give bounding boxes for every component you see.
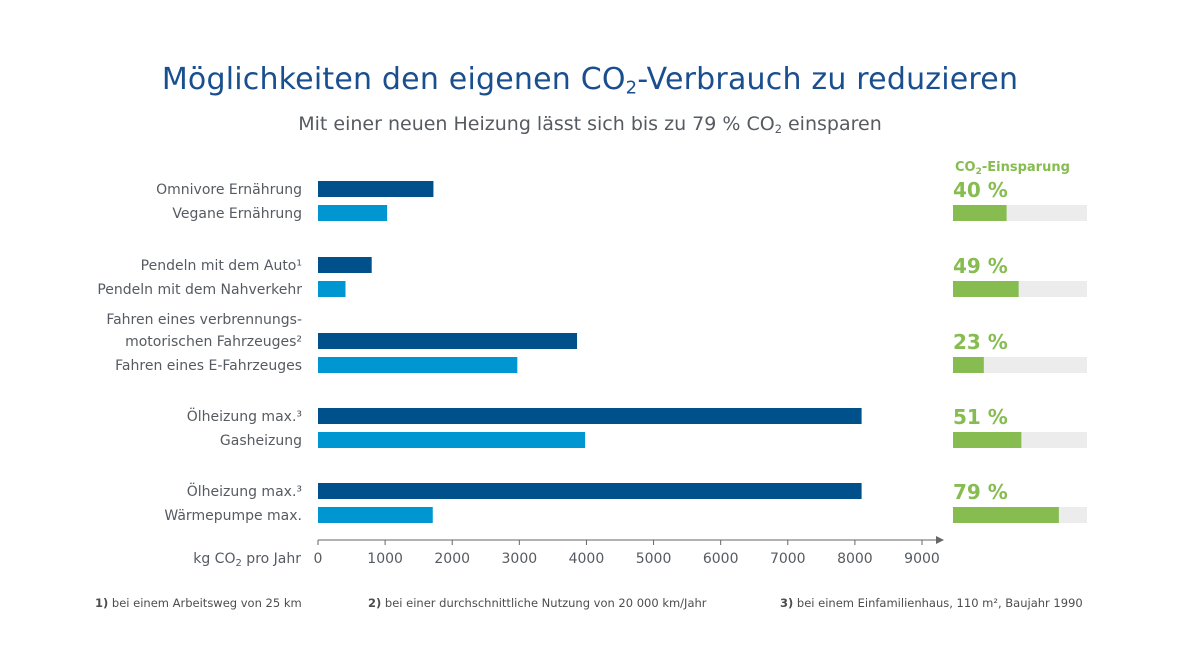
x-tick-label-2: 2000 bbox=[434, 551, 470, 567]
bar-label-3-1-line-2: motorischen Fahrzeuges² bbox=[125, 334, 302, 350]
savings-header-subscript: 2 bbox=[976, 167, 982, 177]
bar-3-1 bbox=[318, 333, 578, 349]
bar-label-4-1: Ölheizung max.³ bbox=[187, 407, 302, 425]
subtitle-text-start: Mit einer neuen Heizung lässt sich bis z… bbox=[298, 113, 775, 135]
bar-label-1-1: Omnivore Ernährung bbox=[156, 182, 302, 198]
footnote-1-number: 1) bbox=[95, 596, 109, 610]
emissions-bar-chart: Omnivore Ernährung Vegane Ernährung Pendel… bbox=[97, 160, 1087, 569]
saving-bar-3 bbox=[953, 357, 984, 373]
bar-label-5-2: Wärmepumpe max. bbox=[164, 508, 302, 524]
x-axis-label-subscript: 2 bbox=[235, 558, 241, 569]
title-text-end: -Verbrauch zu reduzieren bbox=[637, 62, 1019, 97]
subtitle-text-end: einsparen bbox=[781, 113, 882, 135]
bar-2-2 bbox=[318, 281, 346, 297]
page-title: Möglichkeiten den eigenen CO2-Verbrauch … bbox=[0, 62, 1180, 99]
saving-bar-4 bbox=[953, 432, 1022, 448]
page-subtitle: Mit einer neuen Heizung lässt sich bis z… bbox=[0, 113, 1180, 136]
subtitle-subscript: 2 bbox=[774, 121, 782, 136]
bar-label-5-1: Ölheizung max.³ bbox=[187, 482, 302, 500]
x-axis-arrow bbox=[936, 536, 944, 544]
savings-header-start: CO bbox=[955, 160, 976, 175]
bar-label-2-1: Pendeln mit dem Auto¹ bbox=[141, 258, 302, 274]
savings-header: CO2-Einsparung bbox=[955, 160, 1070, 177]
saving-bar-1 bbox=[953, 205, 1007, 221]
bar-label-1-2: Vegane Ernährung bbox=[172, 206, 302, 222]
bar-1-1 bbox=[318, 181, 434, 197]
savings-header-end: -Einsparung bbox=[982, 160, 1070, 175]
bar-4-2 bbox=[318, 432, 586, 448]
footnote-1-text: bei einem Arbeitsweg von 25 km bbox=[108, 596, 302, 610]
bar-label-3-2: Fahren eines E-Fahrzeuges bbox=[115, 358, 302, 374]
x-tick-label-0: 0 bbox=[314, 551, 323, 567]
x-tick-label-9: 9000 bbox=[904, 551, 940, 567]
footnote-2-number: 2) bbox=[368, 596, 382, 610]
x-tick-label-7: 7000 bbox=[770, 551, 806, 567]
bar-5-2 bbox=[318, 507, 433, 523]
x-axis-label-start: kg CO bbox=[193, 551, 235, 567]
x-tick-label-1: 1000 bbox=[367, 551, 403, 567]
bar-3-2 bbox=[318, 357, 518, 373]
bar-4-1 bbox=[318, 408, 862, 424]
x-tick-label-4: 4000 bbox=[569, 551, 605, 567]
bars-layer bbox=[318, 181, 862, 523]
footnote-2-text: bei einer durchschnittliche Nutzung von … bbox=[381, 596, 707, 610]
footnote-3-number: 3) bbox=[780, 596, 794, 610]
saving-percent-4: 51 % bbox=[953, 405, 1008, 429]
x-tick-label-8: 8000 bbox=[837, 551, 873, 567]
bar-label-2-2: Pendeln mit dem Nahverkehr bbox=[97, 282, 302, 298]
category-labels: Omnivore Ernährung Vegane Ernährung Pendel… bbox=[97, 182, 302, 524]
saving-percent-2: 49 % bbox=[953, 254, 1008, 278]
saving-bar-5 bbox=[953, 507, 1059, 523]
title-subscript: 2 bbox=[625, 77, 638, 99]
footnote-3: 3) bei einem Einfamilienhaus, 110 m², Ba… bbox=[780, 596, 1083, 610]
bar-label-4-2: Gasheizung bbox=[220, 433, 302, 449]
x-tick-label-3: 3000 bbox=[502, 551, 538, 567]
bar-5-1 bbox=[318, 483, 862, 499]
footnote-1: 1) bei einem Arbeitsweg von 25 km bbox=[95, 596, 302, 610]
x-axis-label-end: pro Jahr bbox=[242, 551, 301, 567]
footnote-2: 2) bei einer durchschnittliche Nutzung v… bbox=[368, 596, 707, 610]
savings-panel: CO2-Einsparung 40 % 49 % 23 % 51 % 79 % bbox=[953, 160, 1087, 523]
x-axis: 0 1000 2000 3000 4000 5000 6000 7000 8000 9000 bbox=[314, 536, 944, 567]
x-tick-label-5: 5000 bbox=[636, 551, 672, 567]
x-axis-label: kg CO2 pro Jahr bbox=[193, 551, 301, 569]
saving-percent-1: 40 % bbox=[953, 178, 1008, 202]
title-text-start: Möglichkeiten den eigenen CO bbox=[161, 62, 626, 97]
saving-track-3 bbox=[953, 357, 1087, 373]
bar-2-1 bbox=[318, 257, 372, 273]
saving-bar-2 bbox=[953, 281, 1019, 297]
bar-label-3-1-line-1: Fahren eines verbrennungs- bbox=[106, 312, 302, 328]
footnote-3-text: bei einem Einfamilienhaus, 110 m², Bauja… bbox=[793, 596, 1083, 610]
x-tick-label-6: 6000 bbox=[703, 551, 739, 567]
bar-1-2 bbox=[318, 205, 388, 221]
saving-percent-3: 23 % bbox=[953, 330, 1008, 354]
saving-percent-5: 79 % bbox=[953, 480, 1008, 504]
